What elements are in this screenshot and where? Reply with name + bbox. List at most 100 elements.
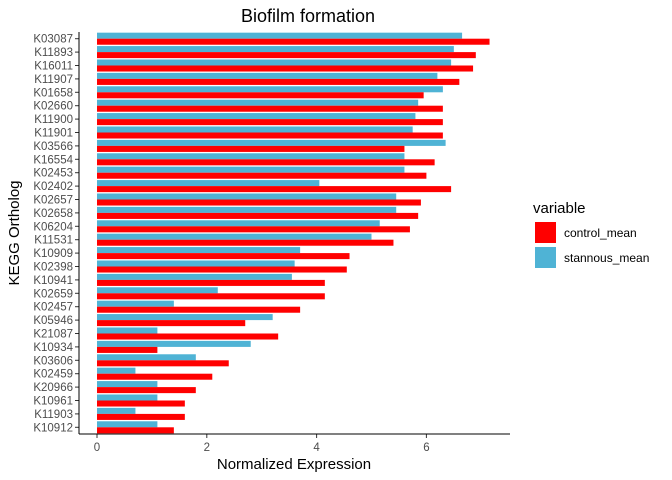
bar-control-mean-K02402	[97, 186, 452, 193]
bars-group	[97, 32, 490, 434]
bar-control-mean-K02657	[97, 199, 421, 206]
x-tick-label: 0	[94, 442, 100, 454]
y-tick-label: K21087	[33, 329, 73, 341]
bar-control-mean-K20966	[97, 387, 196, 394]
bar-control-mean-K11893	[97, 52, 476, 59]
legend-swatch-stannous-mean	[535, 247, 556, 268]
bar-stannous-mean-K02659	[97, 287, 218, 294]
y-tick-label: K11907	[34, 74, 73, 86]
bar-control-mean-K02658	[97, 212, 419, 219]
bar-control-mean-K05946	[97, 320, 246, 327]
y-tick-label: K10941	[33, 275, 73, 287]
y-tick-label: K02659	[33, 288, 73, 300]
x-tick-label: 2	[204, 442, 210, 454]
bar-stannous-mean-K11907	[97, 72, 438, 79]
y-tick-label: K11900	[34, 114, 73, 126]
y-tick-label: K02453	[33, 168, 73, 180]
bar-control-mean-K11531	[97, 239, 394, 246]
legend-label-control-mean: control_mean	[564, 226, 637, 240]
bar-stannous-mean-K10912	[97, 421, 158, 428]
bar-stannous-mean-K02657	[97, 193, 397, 200]
bar-control-mean-K11903	[97, 413, 185, 420]
x-tick-label: 6	[423, 442, 429, 454]
y-tick-label: K06204	[33, 221, 73, 233]
legend-title: variable	[533, 200, 586, 217]
bar-control-mean-K02459	[97, 373, 213, 380]
y-tick-label: K02457	[33, 302, 73, 314]
bar-control-mean-K16554	[97, 159, 435, 166]
bar-stannous-mean-K02402	[97, 180, 320, 187]
bar-control-mean-K11907	[97, 78, 460, 85]
legend: variable control_mean stannous_mean	[533, 200, 649, 268]
bar-control-mean-K03087	[97, 38, 490, 45]
y-tick-label: K03087	[33, 34, 73, 46]
bar-stannous-mean-K05946	[97, 314, 273, 321]
bar-control-mean-K10912	[97, 427, 174, 434]
bar-control-mean-K02457	[97, 306, 301, 313]
bar-stannous-mean-K10941	[97, 273, 292, 280]
y-tick-label: K03606	[33, 355, 73, 367]
y-tick-label: K02459	[33, 369, 73, 381]
bar-stannous-mean-K16554	[97, 153, 405, 160]
y-tick-label: K11531	[34, 235, 73, 247]
bar-stannous-mean-K02658	[97, 206, 397, 213]
x-axis-ticks: 0 2 4 6	[94, 434, 430, 454]
bar-stannous-mean-K11900	[97, 113, 416, 120]
x-axis-title: Normalized Expression	[217, 456, 371, 473]
y-tick-label: K10934	[33, 342, 73, 354]
bar-stannous-mean-K02660	[97, 99, 419, 106]
bar-stannous-mean-K03087	[97, 32, 463, 39]
bar-stannous-mean-K02398	[97, 260, 295, 267]
bar-stannous-mean-K16011	[97, 59, 452, 66]
bar-control-mean-K11900	[97, 119, 443, 126]
bar-stannous-mean-K01658	[97, 86, 443, 93]
legend-swatch-control-mean	[535, 222, 556, 243]
y-axis-title: KEGG Ortholog	[6, 180, 23, 285]
bar-stannous-mean-K20966	[97, 381, 158, 388]
x-tick-label: 4	[313, 442, 320, 454]
bar-stannous-mean-K02453	[97, 166, 405, 173]
y-tick-label: K03566	[33, 141, 73, 153]
bar-control-mean-K03606	[97, 360, 229, 367]
y-tick-label: K10961	[33, 396, 73, 408]
bar-stannous-mean-K10934	[97, 340, 251, 347]
legend-label-stannous-mean: stannous_mean	[564, 251, 649, 265]
y-tick-label: K02660	[33, 101, 73, 113]
bar-stannous-mean-K10961	[97, 394, 158, 401]
bar-control-mean-K02398	[97, 266, 347, 273]
y-tick-label: K02658	[33, 208, 73, 220]
bar-control-mean-K02660	[97, 105, 443, 112]
y-tick-label: K16011	[34, 61, 73, 73]
y-tick-label: K16554	[33, 154, 73, 166]
y-tick-label: K11893	[34, 47, 73, 59]
bar-control-mean-K21087	[97, 333, 279, 340]
bar-stannous-mean-K02457	[97, 300, 174, 307]
bar-control-mean-K03566	[97, 145, 405, 152]
y-tick-label: K02657	[33, 195, 73, 207]
y-tick-label: K20966	[33, 382, 73, 394]
chart-title: Biofilm formation	[241, 6, 375, 26]
bar-control-mean-K10961	[97, 400, 185, 407]
bar-control-mean-K01658	[97, 92, 424, 99]
bar-control-mean-K10909	[97, 253, 350, 260]
bar-stannous-mean-K11903	[97, 407, 136, 414]
y-tick-label: K10909	[33, 248, 73, 260]
bar-stannous-mean-K11893	[97, 46, 454, 53]
bar-stannous-mean-K10909	[97, 247, 301, 254]
y-tick-label: K11901	[34, 128, 73, 140]
bar-control-mean-K02659	[97, 293, 325, 300]
bar-control-mean-K11901	[97, 132, 443, 139]
bar-stannous-mean-K02459	[97, 367, 136, 374]
bar-control-mean-K02453	[97, 172, 427, 179]
bar-stannous-mean-K11531	[97, 233, 372, 240]
y-tick-label: K05946	[33, 315, 73, 327]
y-tick-label: K02398	[33, 262, 73, 274]
bar-stannous-mean-K03566	[97, 139, 446, 146]
bar-stannous-mean-K06204	[97, 220, 380, 227]
bar-stannous-mean-K21087	[97, 327, 158, 334]
bar-stannous-mean-K11901	[97, 126, 413, 133]
y-tick-label: K01658	[33, 87, 73, 99]
y-tick-label: K11903	[34, 409, 73, 421]
bar-stannous-mean-K03606	[97, 354, 196, 361]
